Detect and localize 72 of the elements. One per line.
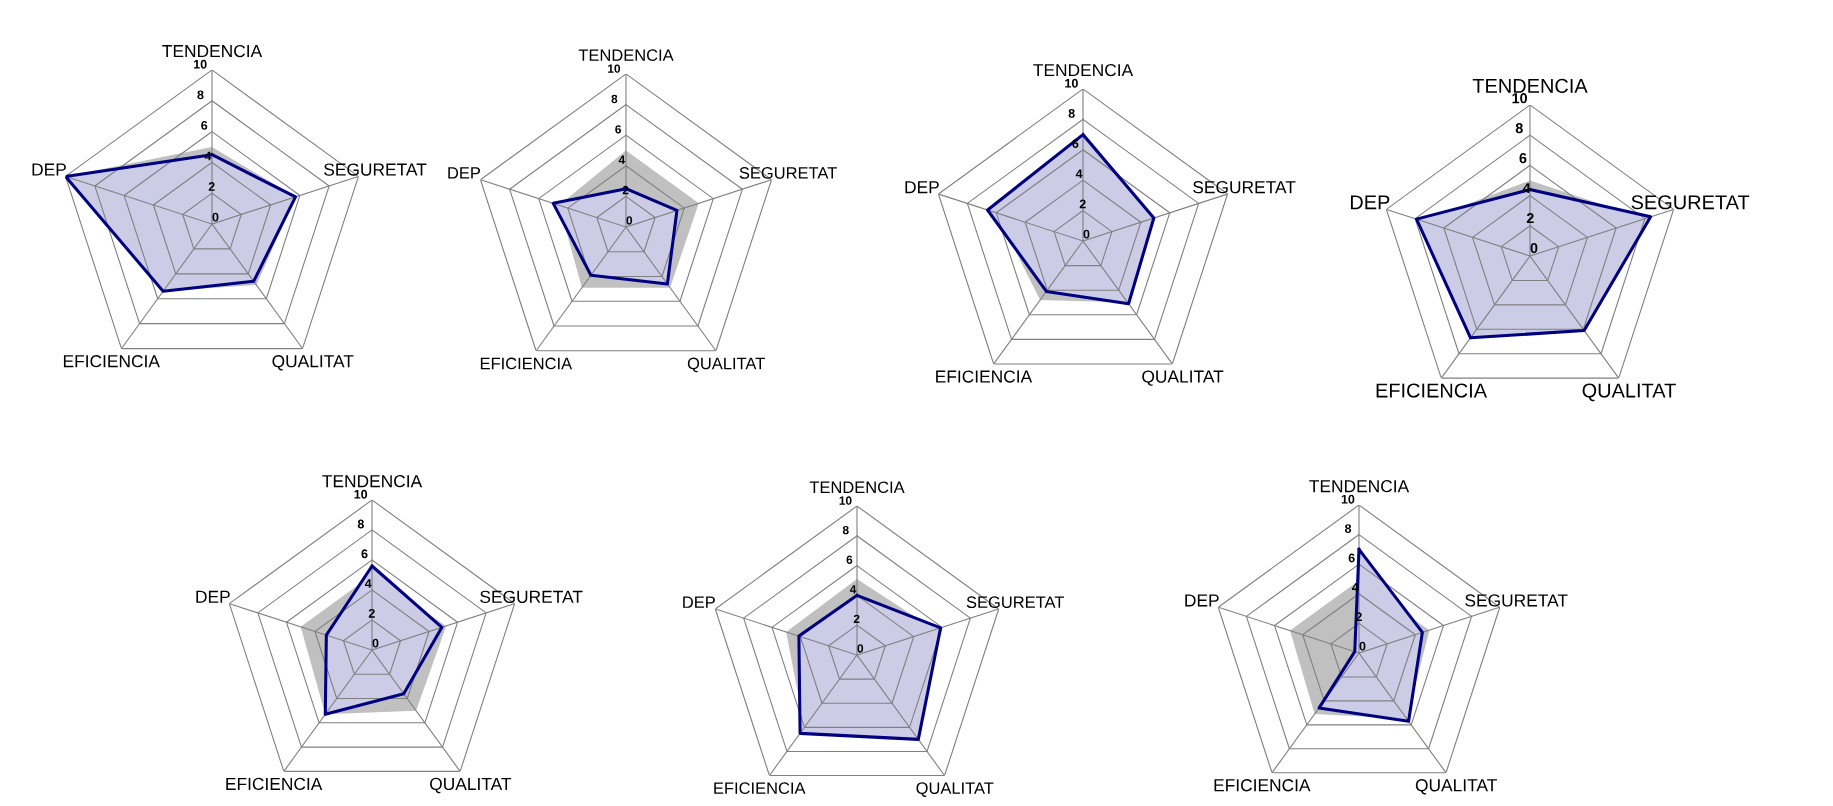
spoke-label: SEGURETAT: [1631, 195, 1750, 210]
spoke-label: DEP: [448, 167, 481, 179]
spoke-label: QUALITAT: [430, 777, 512, 794]
y-tick-label: 0: [212, 212, 219, 222]
y-tick-label: 6: [1072, 139, 1079, 149]
y-tick-label: 8: [842, 525, 849, 535]
spoke-label: QUALITAT: [1582, 383, 1676, 402]
y-tick-label: 2: [1526, 213, 1534, 224]
y-tick-label: 0: [626, 216, 633, 225]
spoke-label: SEGURETAT: [1193, 181, 1296, 194]
spoke-label: TENDENCIA: [809, 481, 905, 494]
y-tick-label: 6: [361, 549, 368, 559]
y-tick-label: 2: [853, 614, 860, 623]
spoke-label: TENDENCIA: [1033, 63, 1134, 77]
y-tick-label: 10: [194, 59, 207, 69]
spoke-label: EFICIENCIA: [1376, 383, 1488, 398]
spoke-label: TENDENCIA: [162, 44, 263, 58]
y-tick-label: 6: [615, 125, 621, 134]
spoke-label: DEP: [196, 590, 230, 603]
spoke-label: DEP: [683, 596, 715, 608]
y-tick-label: 8: [1344, 524, 1352, 534]
spoke-label: SEGURETAT: [480, 590, 583, 603]
spoke-label: TENDENCIA: [1472, 78, 1588, 93]
y-tick-label: 8: [1068, 108, 1075, 118]
spoke-label: DEP: [1185, 594, 1219, 607]
spoke-label: EFICIENCIA: [480, 357, 573, 370]
y-tick-label: 10: [1341, 494, 1355, 504]
spoke-label: DEP: [1350, 195, 1390, 210]
spoke-label: SEGURETAT: [966, 596, 1065, 609]
y-tick-label: 6: [201, 120, 208, 130]
spoke-label: QUALITAT: [1142, 370, 1224, 386]
spoke-label: SEGURETAT: [1465, 594, 1568, 607]
spoke-label: SEGURETAT: [739, 167, 837, 179]
y-tick-label: 10: [608, 64, 621, 73]
y-tick-label: 8: [357, 519, 364, 529]
spoke-label: TENDENCIA: [322, 475, 423, 488]
y-tick-label: 6: [1348, 553, 1355, 563]
spoke-label: SEGURETAT: [324, 163, 427, 176]
y-tick-label: 10: [839, 496, 852, 505]
spoke-label: DEP: [905, 181, 939, 194]
spoke-label: EFICIENCIA: [63, 355, 160, 368]
spoke-label: TENDENCIA: [1309, 480, 1410, 493]
spoke-label: EFICIENCIA: [226, 777, 323, 791]
y-tick-label: 4: [364, 579, 372, 588]
spoke-label: EFICIENCIA: [1214, 779, 1311, 792]
y-tick-label: 0: [1530, 242, 1538, 254]
spoke-label: QUALITAT: [272, 355, 354, 371]
y-tick-label: 2: [208, 182, 215, 191]
spoke-label: QUALITAT: [687, 357, 765, 373]
y-tick-label: 4: [849, 585, 857, 594]
y-tick-label: 8: [611, 94, 618, 104]
y-tick-label: 0: [372, 638, 379, 648]
y-tick-label: 4: [1075, 169, 1083, 179]
y-tick-label: 0: [857, 644, 864, 653]
y-tick-label: 0: [1083, 229, 1090, 239]
spoke-label: EFICIENCIA: [714, 782, 806, 794]
y-tick-label: 8: [197, 90, 204, 100]
y-tick-label: 2: [368, 608, 375, 618]
spoke-label: EFICIENCIA: [936, 370, 1033, 383]
y-tick-label: 0: [1359, 641, 1366, 651]
y-tick-label: 10: [1065, 78, 1078, 88]
y-tick-label: 6: [1519, 153, 1527, 164]
y-tick-label: 6: [846, 555, 853, 564]
y-tick-label: 2: [1079, 199, 1086, 209]
spoke-label: TENDENCIA: [578, 49, 674, 62]
y-tick-label: 8: [1515, 123, 1523, 134]
y-tick-label: 10: [354, 489, 368, 499]
spoke-label: QUALITAT: [1415, 779, 1497, 795]
spoke-label: QUALITAT: [916, 782, 994, 797]
y-tick-label: 4: [618, 155, 626, 164]
y-tick-label: 10: [1512, 93, 1527, 104]
spoke-label: DEP: [32, 163, 66, 176]
